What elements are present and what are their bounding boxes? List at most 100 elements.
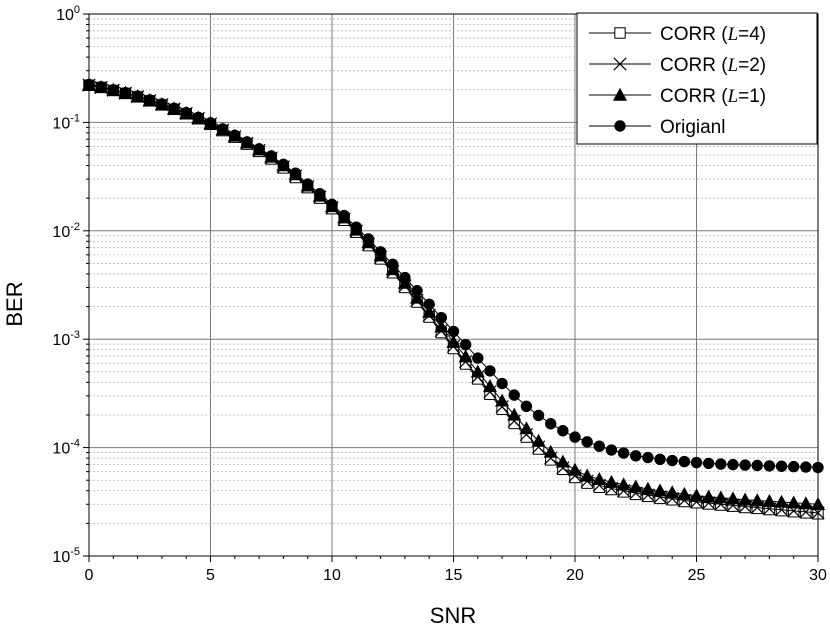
y-tick-exponent: 0 (74, 4, 80, 16)
data-point (277, 158, 290, 171)
legend-label-text: CORR ( (660, 55, 728, 76)
data-point (774, 494, 789, 508)
data-point (689, 488, 704, 502)
y-tick-label: 10-3 (52, 329, 80, 349)
data-point (725, 491, 740, 505)
data-point (786, 495, 801, 509)
legend-marker (612, 87, 628, 101)
data-point (701, 489, 716, 503)
legend-label: Origianl (660, 117, 725, 138)
legend-label-suffix: =4) (738, 24, 766, 45)
x-tick-label: 10 (323, 567, 341, 584)
data-point (446, 334, 461, 348)
data-point (156, 98, 168, 110)
data-point (350, 221, 362, 233)
data-point (229, 129, 241, 142)
data-point (435, 311, 448, 324)
legend-label-text: Origianl (660, 117, 725, 138)
data-point (545, 418, 557, 430)
data-point (642, 451, 654, 464)
y-tick-base: 10 (52, 115, 70, 132)
data-point (458, 349, 473, 363)
legend-label-var: L (727, 24, 739, 45)
y-tick-base: 10 (52, 549, 70, 566)
data-point (775, 460, 788, 472)
data-point (739, 459, 751, 471)
data-point (617, 447, 630, 459)
x-tick-label: 25 (688, 567, 706, 584)
legend-label: CORR (L=4) (660, 24, 766, 45)
data-point (180, 106, 192, 119)
x-tick-label: 15 (445, 567, 463, 584)
data-point (788, 460, 800, 473)
data-point (144, 94, 156, 106)
data-point (216, 123, 229, 135)
data-point (580, 468, 595, 482)
data-point (557, 425, 569, 437)
data-point (763, 460, 776, 472)
y-axis-title: BER (2, 281, 27, 326)
data-point (543, 444, 558, 458)
data-point (314, 187, 326, 200)
data-point (496, 377, 508, 390)
data-point (423, 298, 435, 310)
data-point (519, 421, 534, 435)
data-point (567, 462, 583, 476)
y-tick-base: 10 (52, 441, 70, 458)
y-tick-label: 10-4 (52, 438, 80, 458)
data-point (750, 493, 765, 507)
data-point (107, 84, 120, 96)
y-tick-label: 10-5 (52, 546, 80, 566)
data-point (630, 450, 642, 462)
data-point (798, 496, 813, 510)
data-point (422, 304, 437, 318)
data-point (727, 458, 739, 471)
data-point (410, 290, 425, 304)
data-point (192, 111, 205, 124)
data-point (555, 454, 570, 468)
x-tick-label: 20 (566, 567, 584, 584)
legend-item: CORR (L=2) (589, 55, 766, 76)
data-point (362, 233, 375, 245)
data-point (508, 389, 520, 401)
data-point (484, 365, 496, 377)
data-point (131, 90, 144, 102)
series-4 (83, 78, 824, 474)
data-point (119, 86, 132, 99)
y-tick-base: 10 (52, 224, 70, 241)
y-tick-exponent: -4 (70, 438, 80, 450)
x-tick-label: 30 (809, 567, 827, 584)
data-point (411, 285, 423, 297)
data-point (289, 167, 302, 179)
data-point (253, 143, 265, 155)
data-point (168, 102, 180, 114)
data-point (666, 454, 678, 467)
data-point (338, 209, 350, 222)
data-point (702, 457, 715, 470)
data-point (95, 81, 107, 93)
data-point (592, 472, 607, 485)
data-point (593, 440, 605, 452)
data-point (472, 352, 484, 364)
data-point (628, 479, 643, 493)
data-point (581, 436, 593, 448)
data-point (605, 444, 618, 456)
data-point (800, 507, 812, 519)
data-point (265, 150, 277, 162)
data-point (302, 178, 314, 190)
legend-label-text: CORR ( (660, 24, 728, 45)
legend-item: Origianl (589, 117, 725, 138)
x-tick-label: 0 (85, 567, 94, 584)
x-tick-label: 5 (206, 567, 215, 584)
data-point (204, 117, 217, 129)
data-point (677, 486, 692, 500)
data-point (640, 481, 655, 495)
data-point (520, 400, 533, 413)
data-point (482, 379, 497, 393)
legend-label: CORR (L=1) (660, 86, 766, 107)
data-point (751, 459, 763, 472)
data-point (678, 455, 691, 468)
legend-marker (613, 57, 627, 71)
data-point (715, 458, 727, 470)
